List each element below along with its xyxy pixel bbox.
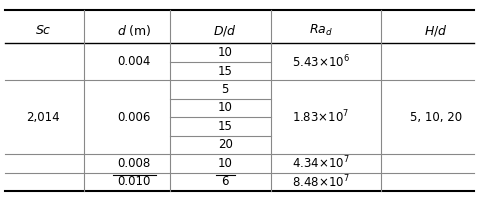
Text: 5.43×10$^6$: 5.43×10$^6$: [292, 54, 350, 70]
Text: 6: 6: [221, 175, 229, 188]
Text: 5, 10, 20: 5, 10, 20: [410, 111, 462, 124]
Text: 20: 20: [217, 138, 233, 151]
Text: $\mathit{H/d}$: $\mathit{H/d}$: [424, 23, 448, 38]
Text: $\mathit{Sc}$: $\mathit{Sc}$: [35, 24, 51, 37]
Text: 5: 5: [221, 83, 229, 96]
Text: 15: 15: [217, 65, 233, 78]
Text: 0.008: 0.008: [117, 157, 151, 170]
Text: 10: 10: [217, 101, 233, 114]
Text: 4.34×10$^7$: 4.34×10$^7$: [292, 155, 350, 172]
Text: 15: 15: [217, 120, 233, 133]
Text: 1.83×10$^7$: 1.83×10$^7$: [292, 109, 350, 125]
Text: $\mathit{D/d}$: $\mathit{D/d}$: [213, 23, 237, 38]
Text: 10: 10: [217, 46, 233, 59]
Text: 0.006: 0.006: [117, 111, 151, 124]
Text: 8.48×10$^7$: 8.48×10$^7$: [292, 174, 350, 190]
Text: $\mathit{Ra_d}$: $\mathit{Ra_d}$: [309, 23, 333, 38]
Text: 2,014: 2,014: [26, 111, 60, 124]
Text: 0.004: 0.004: [117, 55, 151, 68]
Text: $\mathit{d}$ (m): $\mathit{d}$ (m): [117, 23, 151, 38]
Text: 10: 10: [217, 157, 233, 170]
Text: 0.010: 0.010: [117, 175, 151, 188]
